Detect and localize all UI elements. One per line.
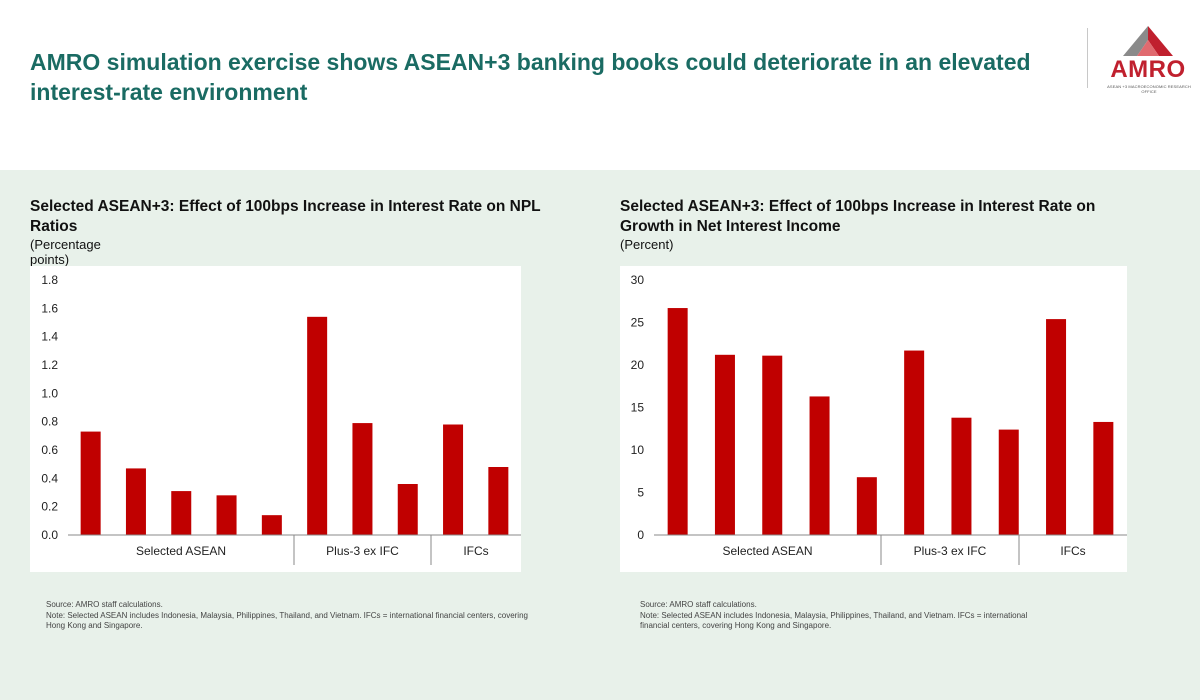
y-tick-label: 1.0 bbox=[41, 386, 58, 400]
npl-bar-chart: 0.0 0.2 0.4 0.6 0.8 1.0 1.2 1.4 1.6 1.8 Selected A… bbox=[41, 273, 521, 565]
left-chart-notes: Source: AMRO staff calculations. Note: S… bbox=[46, 600, 546, 632]
bar bbox=[80, 431, 101, 535]
y-tick-label: 1.6 bbox=[41, 301, 58, 315]
page-title: AMRO simulation exercise shows ASEAN+3 b… bbox=[30, 49, 1031, 105]
logo-mark-icon bbox=[1123, 26, 1173, 56]
bar bbox=[762, 355, 783, 535]
bar bbox=[714, 354, 735, 535]
y-tick-label: 30 bbox=[631, 273, 645, 287]
bar bbox=[998, 429, 1019, 535]
x-group-label: IFCs bbox=[1060, 544, 1085, 558]
y-tick-label: 10 bbox=[631, 443, 645, 457]
x-group-label: IFCs bbox=[463, 544, 488, 558]
bar bbox=[809, 396, 830, 535]
bar bbox=[1046, 319, 1067, 535]
x-group-label: Plus-3 ex IFC bbox=[326, 544, 399, 558]
right-chart-unit: (Percent) bbox=[620, 237, 674, 252]
y-tick-label: 1.4 bbox=[41, 330, 58, 344]
y-tick-label: 0.0 bbox=[41, 528, 58, 542]
content-area: Selected ASEAN+3: Effect of 100bps Incre… bbox=[0, 170, 1200, 700]
left-chart-plot: 0.0 0.2 0.4 0.6 0.8 1.0 1.2 1.4 1.6 1.8 Selected A… bbox=[30, 266, 521, 572]
bar bbox=[261, 515, 282, 535]
bar bbox=[951, 417, 972, 535]
bar bbox=[216, 495, 237, 535]
bar bbox=[171, 491, 192, 535]
y-tick-label: 5 bbox=[637, 486, 644, 500]
logo-subtext: ASEAN +3 MACROECONOMIC RESEARCH OFFICE bbox=[1107, 84, 1191, 94]
y-tick-label: 0.6 bbox=[41, 443, 58, 457]
amro-logo: AMRO ASEAN +3 MACROECONOMIC RESEARCH OFF… bbox=[1098, 26, 1198, 94]
header: AMRO simulation exercise shows ASEAN+3 b… bbox=[0, 0, 1200, 170]
y-tick-label: 20 bbox=[631, 358, 645, 372]
left-chart-unit: (Percentage points) bbox=[30, 237, 101, 267]
bar bbox=[352, 423, 373, 535]
bar bbox=[667, 308, 688, 535]
x-group-label: Plus-3 ex IFC bbox=[914, 544, 987, 558]
bar bbox=[307, 316, 328, 535]
y-tick-label: 25 bbox=[631, 316, 645, 330]
bar bbox=[1093, 421, 1114, 535]
bar bbox=[125, 468, 146, 535]
bar bbox=[488, 467, 509, 535]
right-chart-title: Selected ASEAN+3: Effect of 100bps Incre… bbox=[620, 198, 1096, 235]
y-tick-label: 0.8 bbox=[41, 415, 58, 429]
logo-divider bbox=[1087, 28, 1088, 88]
bar bbox=[397, 484, 418, 535]
right-source-text: Source: AMRO staff calculations. bbox=[640, 600, 757, 609]
y-tick-label: 0 bbox=[637, 528, 644, 542]
left-chart-title: Selected ASEAN+3: Effect of 100bps Incre… bbox=[30, 198, 541, 235]
y-tick-label: 1.2 bbox=[41, 358, 58, 372]
logo-text: AMRO bbox=[1110, 56, 1186, 83]
y-tick-label: 0.2 bbox=[41, 500, 58, 514]
right-note-text: Note: Selected ASEAN includes Indonesia,… bbox=[640, 610, 1028, 631]
left-note-text: Note: Selected ASEAN includes Indonesia,… bbox=[46, 610, 528, 631]
y-tick-label: 0.4 bbox=[41, 471, 58, 485]
y-tick-label: 1.8 bbox=[41, 273, 58, 287]
right-chart-plot: 0 5 10 15 20 25 30 Selected ASEAN Plus-3 ex IFC I… bbox=[620, 266, 1127, 572]
left-source-text: Source: AMRO staff calculations. bbox=[46, 600, 163, 609]
bar bbox=[904, 350, 925, 535]
right-chart-notes: Source: AMRO staff calculations. Note: S… bbox=[640, 600, 1035, 632]
nii-bar-chart: 0 5 10 15 20 25 30 Selected ASEAN Plus-3 ex IFC I… bbox=[631, 273, 1127, 565]
x-group-label: Selected ASEAN bbox=[136, 544, 226, 558]
x-group-label: Selected ASEAN bbox=[722, 544, 812, 558]
y-tick-label: 15 bbox=[631, 401, 645, 415]
bar bbox=[443, 424, 464, 535]
bar bbox=[856, 477, 877, 535]
